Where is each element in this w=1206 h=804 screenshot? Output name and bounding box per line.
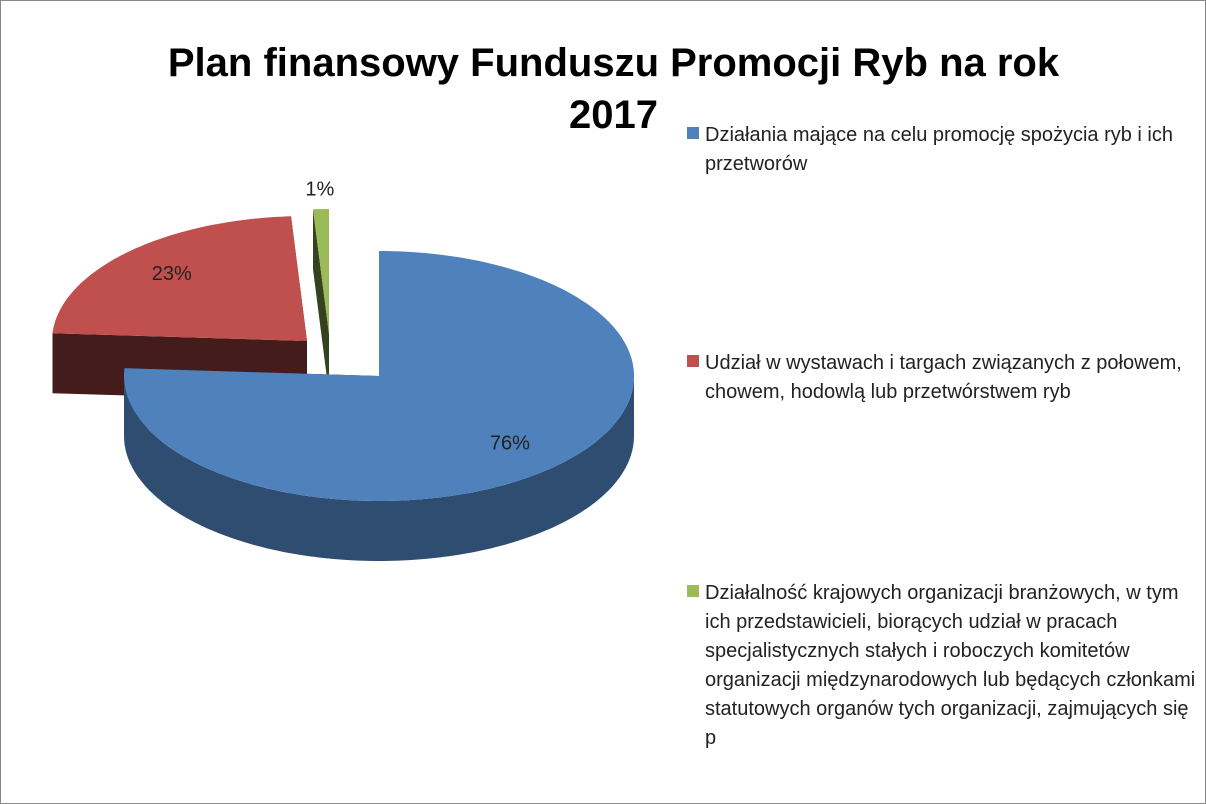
- legend-label: Udział w wystawach i targach związanych …: [705, 352, 1182, 403]
- data-label: 1%: [305, 179, 334, 201]
- legend-item: Działania mające na celu promocję spożyc…: [687, 121, 1197, 179]
- data-label: 76%: [490, 433, 530, 455]
- legend-swatch: [687, 585, 699, 597]
- legend-label: Działalność krajowych organizacji branżo…: [705, 582, 1196, 749]
- legend-swatch: [687, 355, 699, 367]
- slice: [52, 216, 307, 341]
- slice: [124, 251, 634, 501]
- legend-item: Działalność krajowych organizacji branżo…: [687, 579, 1197, 753]
- slice: [313, 209, 329, 334]
- slice-side: [313, 209, 329, 394]
- data-label: 23%: [152, 263, 192, 285]
- legend-item: Udział w wystawach i targach związanych …: [687, 349, 1197, 407]
- slice-wall: [124, 376, 634, 561]
- chart-title: Plan finansowy Funduszu Promocji Ryb na …: [167, 41, 1060, 137]
- legend-label: Działania mające na celu promocję spożyc…: [705, 124, 1173, 175]
- legend-swatch: [687, 127, 699, 139]
